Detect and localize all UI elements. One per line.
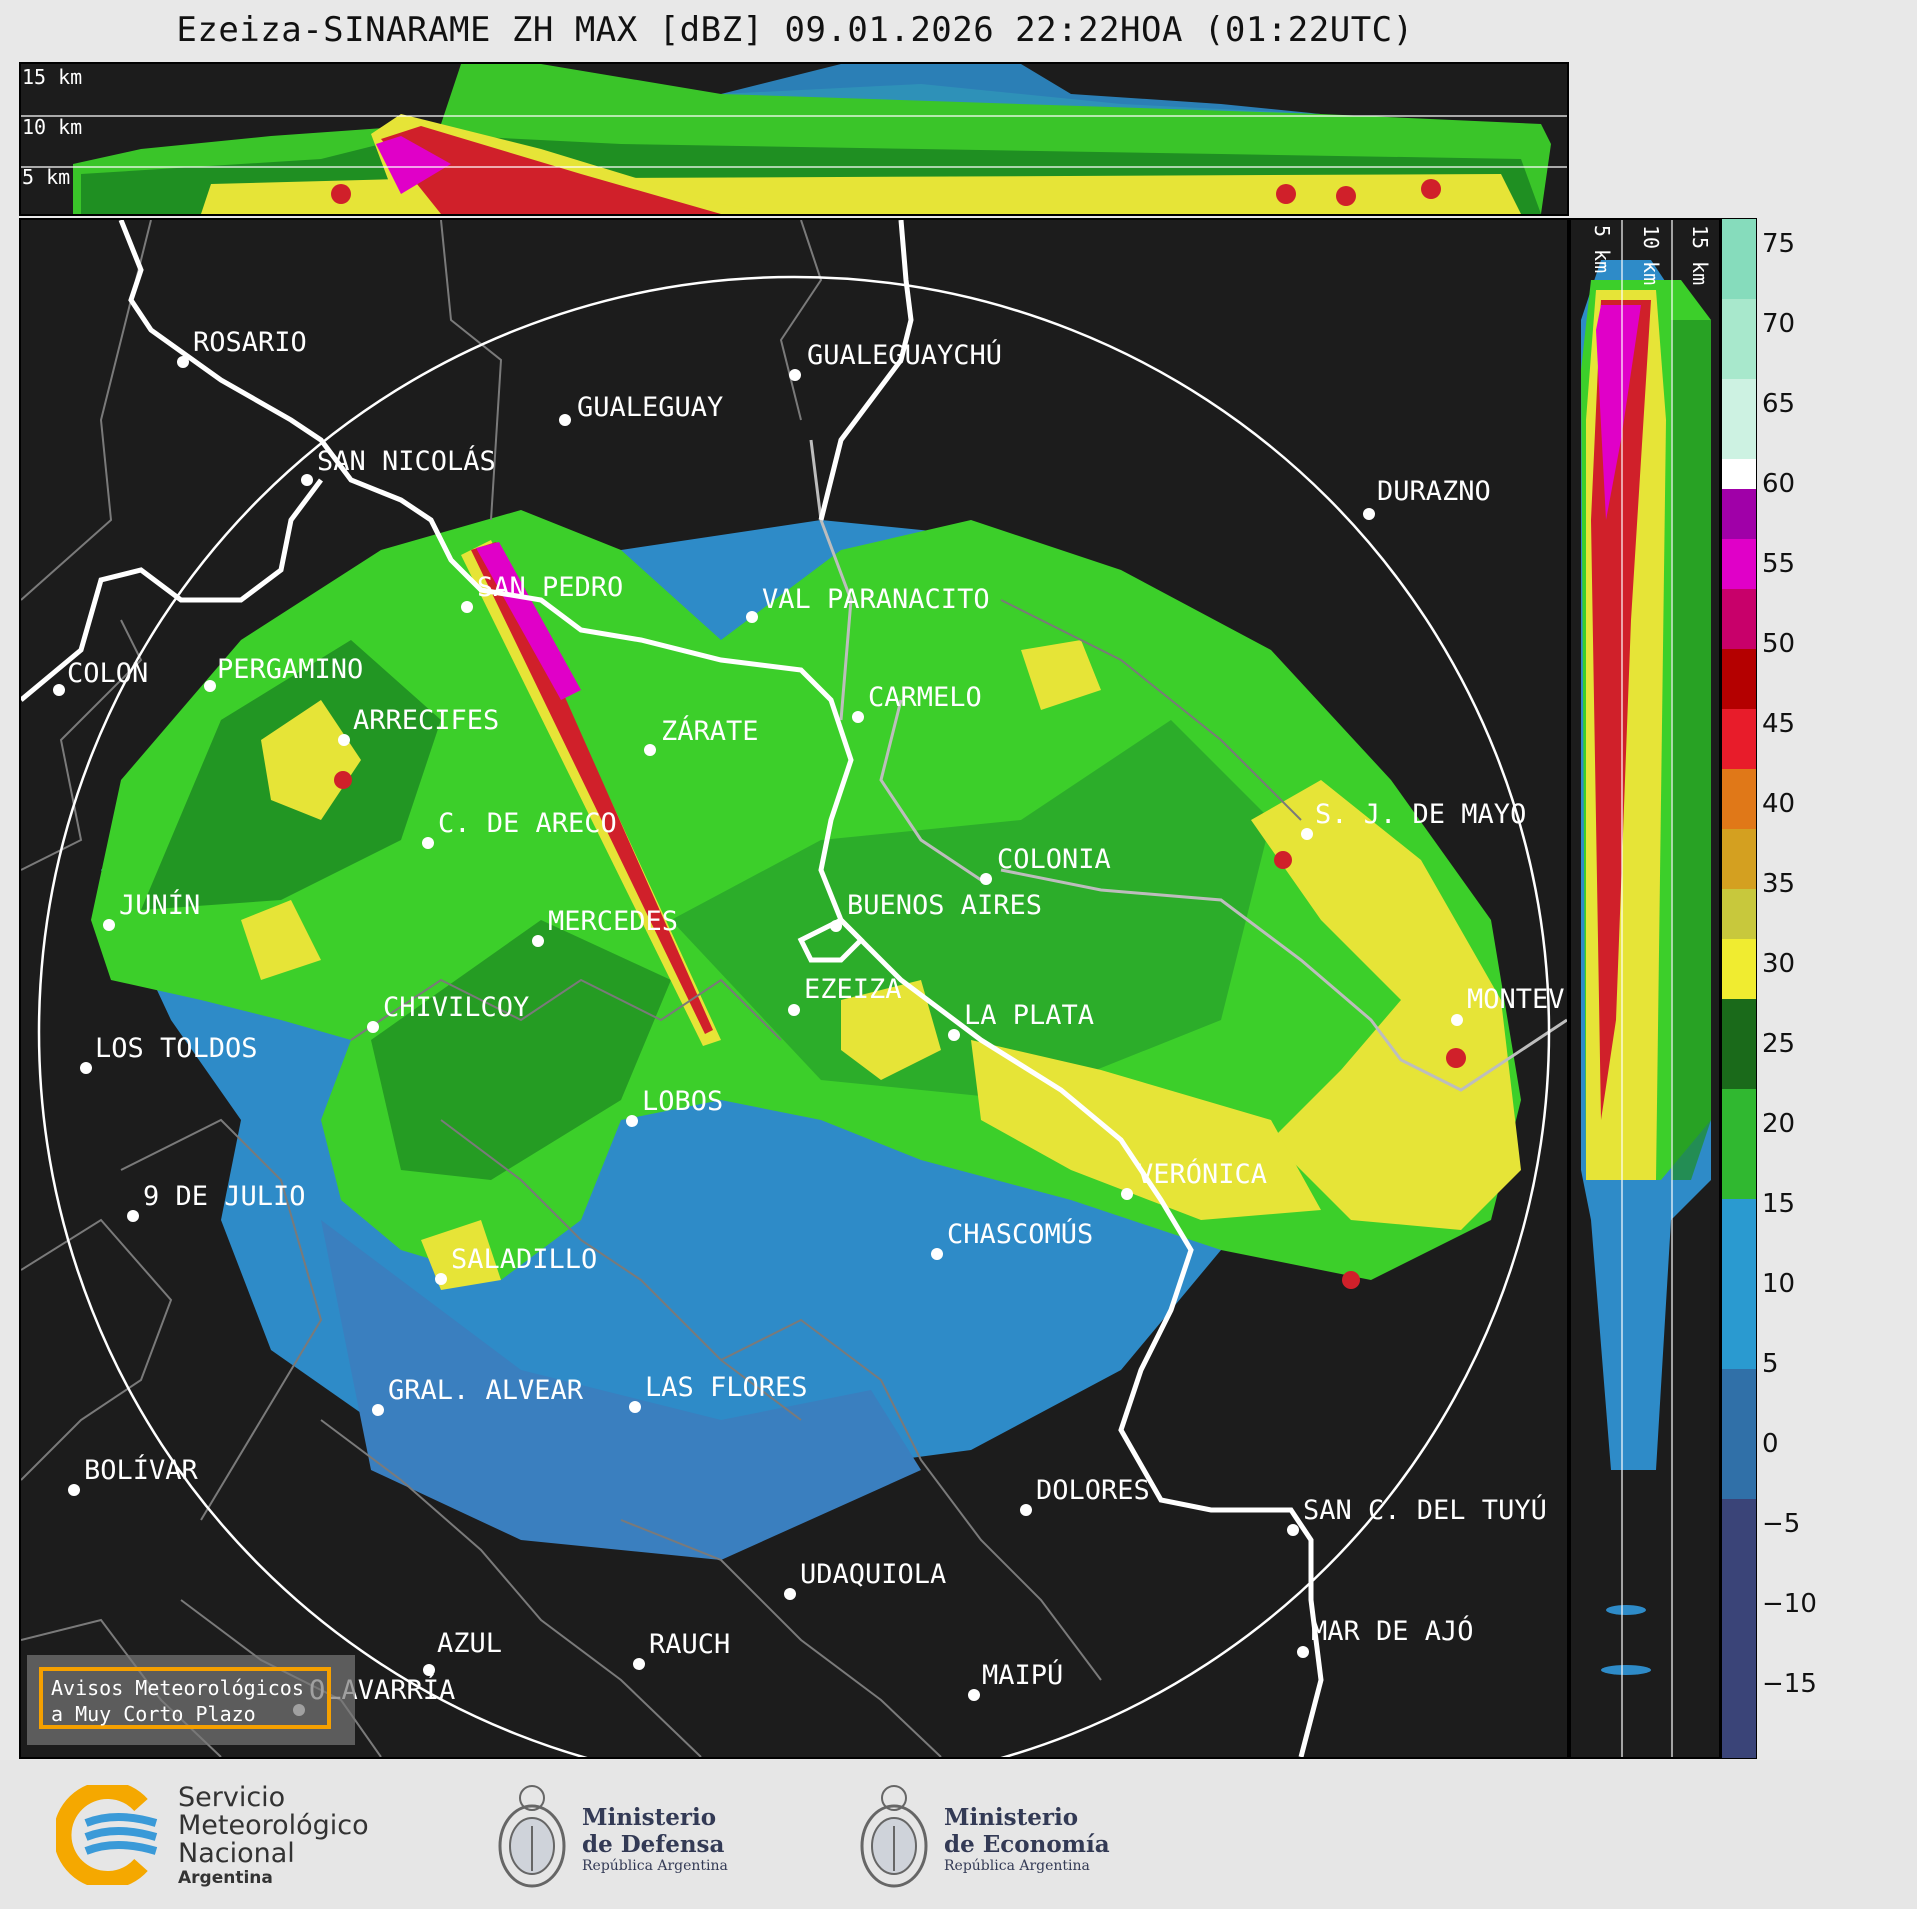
smn-line-2: Meteorológico: [178, 1810, 369, 1841]
economia-line-1: Ministerio: [944, 1804, 1079, 1831]
colorbar-tick: −5: [1762, 1509, 1801, 1539]
colorbar-tick: 60: [1762, 469, 1796, 499]
defensa-line-3: República Argentina: [582, 1858, 728, 1874]
colorbar-tick: 20: [1762, 1109, 1796, 1139]
top-height-label-5: 5 km: [22, 165, 70, 189]
warning-link-box[interactable]: Avisos Meteorológicos a Muy Corto Plazo: [27, 1655, 355, 1745]
warning-line-2: a Muy Corto Plazo: [51, 1702, 256, 1726]
city-label: SALADILLO: [451, 1244, 597, 1275]
colorbar-tick: 45: [1762, 709, 1796, 739]
colorbar-tick: −15: [1762, 1669, 1817, 1699]
city-label: PERGAMINO: [217, 654, 363, 685]
radar-range-ring: [37, 275, 1551, 1757]
colorbar-tick: 30: [1762, 949, 1796, 979]
city-label: JUNÍN: [119, 889, 200, 921]
footer-bar: Servicio Meteorológico Nacional Argentin…: [0, 1760, 1917, 1909]
city-label: DOLORES: [1036, 1475, 1150, 1506]
city-label: BUENOS AIRES: [847, 890, 1042, 921]
defensa-line-2: de Defensa: [582, 1831, 725, 1858]
colorbar-tick: 55: [1762, 549, 1796, 579]
side-height-label-10: 10 km: [1639, 225, 1663, 285]
city-labels: ROSARIO GUALEGUAYCHÚ GUALEGUAY SAN NICOL…: [67, 327, 1567, 1706]
map-title: Ezeiza-SINARAME ZH MAX [dBZ] 09.01.2026 …: [176, 10, 1414, 50]
city-label: BOLÍVAR: [84, 1454, 199, 1486]
city-label: COLON: [67, 658, 148, 689]
colorbar-tick: 50: [1762, 629, 1796, 659]
city-label: LOS TOLDOS: [95, 1033, 258, 1064]
colorbar-tick: 70: [1762, 309, 1796, 339]
city-label: LAS FLORES: [645, 1372, 808, 1403]
colorbar-svg: [1722, 219, 1756, 1758]
city-label: VERÓNICA: [1137, 1158, 1267, 1190]
economia-logo-text: Ministerio de Economía República Argenti…: [944, 1804, 1110, 1874]
colorbar-tick: 25: [1762, 1029, 1796, 1059]
side-cross-section-panel: 5 km 10 km 15 km: [1569, 218, 1721, 1759]
colorbar-tick: 35: [1762, 869, 1796, 899]
smn-logo-text: Servicio Meteorológico Nacional Argentin…: [178, 1782, 369, 1889]
city-label: COLONIA: [997, 844, 1111, 875]
colorbar-tick: 10: [1762, 1269, 1796, 1299]
defensa-seal-icon: [498, 1785, 566, 1888]
city-label: CHASCOMÚS: [947, 1218, 1093, 1250]
top-height-label-15: 15 km: [22, 65, 82, 89]
city-label: MONTEVIDEO: [1467, 984, 1567, 1015]
smn-line-3: Nacional: [178, 1838, 295, 1869]
department-borders: [21, 220, 1302, 1757]
city-label: CARMELO: [868, 682, 982, 713]
colorbar-tick: 0: [1762, 1429, 1779, 1459]
city-label: ARRECIFES: [353, 705, 499, 736]
city-label: UDAQUIOLA: [800, 1559, 946, 1590]
side-height-label-15: 15 km: [1688, 225, 1712, 285]
colorbar-tick: 75: [1762, 229, 1796, 259]
top-height-label-10: 10 km: [22, 115, 82, 139]
city-label: VAL PARANACITO: [762, 584, 990, 615]
city-label: ZÁRATE: [661, 715, 759, 747]
city-label: AZUL: [437, 1628, 502, 1659]
radar-map-svg: ROSARIO GUALEGUAYCHÚ GUALEGUAY SAN NICOL…: [21, 220, 1567, 1757]
reflectivity-field: [91, 510, 1521, 1560]
radar-map-panel: ROSARIO GUALEGUAYCHÚ GUALEGUAY SAN NICOL…: [19, 218, 1569, 1759]
city-label: DURAZNO: [1377, 476, 1491, 507]
defensa-logo-text: Ministerio de Defensa República Argentin…: [582, 1804, 728, 1874]
warning-line-1: Avisos Meteorológicos: [51, 1676, 304, 1700]
colorbar-tick: 5: [1762, 1349, 1779, 1379]
economia-seal-icon: [860, 1785, 928, 1888]
city-markers: [53, 356, 1463, 1716]
colorbar-tick: 40: [1762, 789, 1796, 819]
city-label: EZEIZA: [804, 974, 902, 1005]
top-cross-section-panel: 15 km 10 km 5 km: [19, 62, 1569, 216]
colorbar-tick: 15: [1762, 1189, 1796, 1219]
city-label: CHIVILCOY: [383, 992, 529, 1023]
smn-line-1: Servicio: [178, 1782, 286, 1813]
side-cross-section-svg: 5 km 10 km 15 km: [1581, 220, 1712, 1757]
colorbar-tick: −10: [1762, 1589, 1817, 1619]
city-label: SAN C. DEL TUYÚ: [1303, 1494, 1547, 1526]
city-label: GUALEGUAYCHÚ: [807, 339, 1002, 371]
city-label: SAN PEDRO: [477, 572, 623, 603]
city-label: GRAL. ALVEAR: [388, 1375, 584, 1406]
city-label: ROSARIO: [193, 327, 307, 358]
city-label: MERCEDES: [548, 906, 678, 937]
city-label: C. DE ARECO: [438, 808, 617, 839]
economia-line-3: República Argentina: [944, 1858, 1090, 1874]
city-label: LOBOS: [642, 1086, 723, 1117]
coastline-river-lines: [21, 220, 1567, 1757]
defensa-line-1: Ministerio: [582, 1804, 717, 1831]
economia-line-2: de Economía: [944, 1831, 1110, 1858]
city-label: MAR DE AJÓ: [1311, 1615, 1474, 1647]
city-label: MAIPÚ: [982, 1659, 1063, 1691]
side-height-label-5: 5 km: [1590, 225, 1614, 273]
city-label: GUALEGUAY: [577, 392, 723, 423]
warning-box-inner: Avisos Meteorológicos a Muy Corto Plazo: [39, 1667, 331, 1729]
smn-line-4: Argentina: [178, 1868, 273, 1888]
top-cross-section-svg: 15 km 10 km 5 km: [21, 64, 1567, 214]
city-label: 9 DE JULIO: [143, 1181, 306, 1212]
smn-logo-icon: [56, 1785, 158, 1885]
colorbar-tick: 65: [1762, 389, 1796, 419]
city-label: SAN NICOLÁS: [317, 445, 496, 477]
city-label: RAUCH: [649, 1629, 730, 1660]
reflectivity-colorbar: [1721, 218, 1757, 1759]
city-label: LA PLATA: [964, 1000, 1094, 1031]
city-label: S. J. DE MAYO: [1315, 799, 1526, 830]
